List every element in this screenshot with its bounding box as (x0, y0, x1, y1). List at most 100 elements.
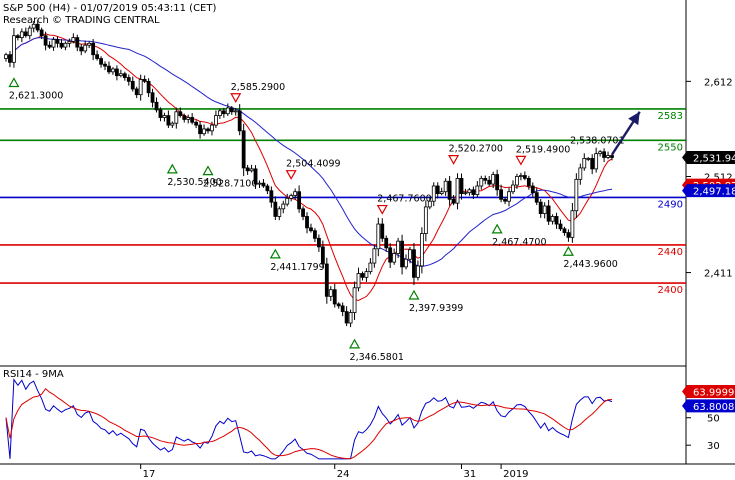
candle (23, 27, 28, 38)
candle (320, 240, 325, 269)
rsi-ma-line (5, 387, 613, 460)
candle-body (257, 182, 262, 185)
candle (55, 36, 60, 48)
candle (166, 110, 171, 128)
candle (590, 154, 595, 175)
candle-body (15, 35, 20, 38)
candle-body (162, 115, 167, 118)
candle-body (431, 185, 436, 202)
candle-body (356, 273, 361, 289)
candle (447, 175, 452, 206)
pivot-low-label: 2,467.4700 (492, 237, 546, 248)
candle (328, 286, 333, 302)
candle (348, 309, 353, 328)
candle (479, 175, 484, 190)
candle-body (35, 23, 40, 31)
chart-header-line2: Research © TRADING CENTRAL (3, 15, 160, 26)
candle (400, 234, 404, 275)
candle (459, 173, 464, 200)
candle (526, 175, 531, 190)
pivot-high-marker (230, 93, 242, 103)
candle-body (301, 208, 305, 217)
candle (277, 206, 282, 221)
candle (233, 108, 238, 116)
candle (138, 74, 143, 101)
candle (198, 121, 202, 139)
candle-body (511, 184, 515, 193)
candle-body (408, 249, 412, 260)
candle (317, 234, 321, 252)
candlestick-series (4, 19, 614, 328)
candle (515, 173, 519, 189)
candle-body (51, 39, 56, 48)
candle (59, 39, 64, 50)
candle (475, 181, 480, 198)
candle (606, 151, 610, 160)
candle (344, 306, 349, 327)
candle-body (332, 289, 337, 305)
candle (522, 171, 527, 181)
candle-body (419, 233, 424, 267)
pivot-low-label: 2,346.5801 (350, 352, 404, 363)
candle (202, 124, 206, 136)
candle (376, 217, 381, 257)
candle-body (451, 198, 456, 204)
candle (273, 196, 278, 221)
candle (352, 281, 357, 320)
candle (87, 41, 92, 49)
candle (107, 61, 111, 75)
candle (122, 71, 127, 81)
candle (71, 33, 76, 44)
candle-body (130, 80, 135, 90)
candle (558, 219, 563, 231)
candle-body (463, 192, 468, 195)
candle-body (487, 179, 492, 185)
candle-body (19, 31, 24, 38)
candle-body (214, 115, 218, 126)
candle-body (241, 130, 246, 169)
candle (186, 114, 191, 124)
candle (8, 51, 12, 68)
candle (372, 245, 377, 268)
candle-body (384, 237, 389, 249)
candle-body (134, 88, 139, 96)
candle (154, 97, 159, 113)
candle (451, 195, 456, 206)
rsi-tick-label: 30 (707, 441, 720, 452)
candle-body (400, 240, 404, 268)
ma-slow-line (5, 37, 613, 267)
pivot-high-marker (515, 155, 527, 166)
pivot-low-marker (408, 289, 420, 300)
candle (542, 202, 547, 219)
candle-body (170, 122, 175, 126)
rsi-badge-label: 63.9999 (693, 388, 734, 399)
candle (483, 175, 488, 185)
candle (554, 212, 559, 229)
candle-body (174, 111, 179, 124)
candle-body (554, 216, 559, 225)
candle-body (550, 216, 555, 222)
candle (134, 86, 139, 99)
candle-body (103, 63, 107, 67)
candle-body (412, 249, 416, 278)
candle (309, 223, 313, 233)
candle (210, 121, 214, 136)
candle-body (79, 46, 84, 52)
pivot-low-label: 2,441.1799 (270, 262, 324, 273)
candle-body (388, 247, 393, 263)
price-badge-label: 2,497.18 (693, 187, 735, 198)
candle (257, 180, 262, 188)
candle-body (340, 305, 345, 312)
candle-body (606, 155, 610, 158)
candle-body (23, 31, 28, 37)
time-tick-label: 17 (143, 469, 156, 480)
candle-body (27, 27, 32, 37)
candle-body (348, 312, 353, 324)
pivot-low-marker (349, 338, 361, 349)
candle-body (281, 203, 286, 210)
candle-body (317, 237, 321, 248)
candle (126, 74, 131, 86)
rsi-title: RSI14 - 9MA (3, 369, 64, 380)
pivot-low-marker (8, 77, 20, 88)
candle (146, 78, 151, 98)
